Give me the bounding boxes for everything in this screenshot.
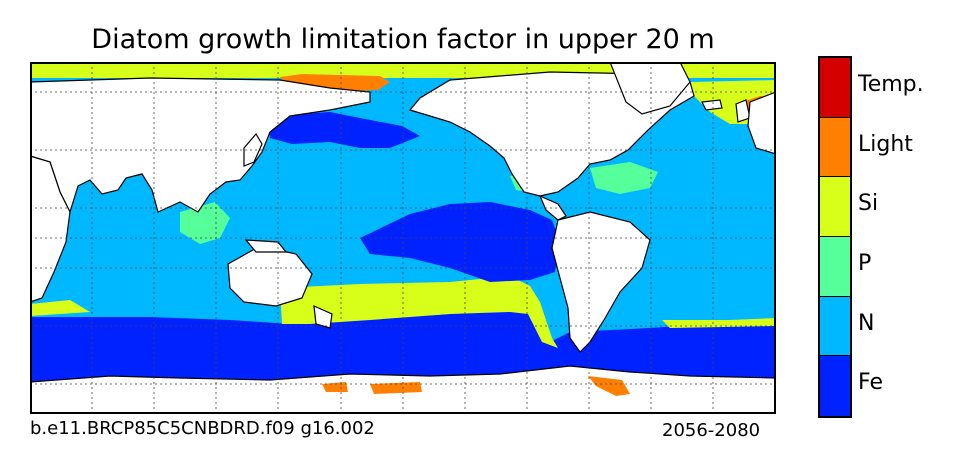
colorbar-segment-n <box>820 296 850 357</box>
colorbar-label-n: N <box>858 310 875 336</box>
south-america <box>551 211 651 353</box>
caribbean-p-patch <box>590 162 658 194</box>
south-si-band <box>280 276 558 348</box>
new-zealand <box>313 305 333 329</box>
indonesia-p-patch <box>180 202 230 244</box>
north-america <box>408 71 695 197</box>
south-indian-si <box>30 300 90 316</box>
colorbar-label-p: P <box>858 250 872 276</box>
new-guinea <box>244 239 288 253</box>
antarctic-light-3 <box>588 376 630 396</box>
europe-east <box>747 91 776 155</box>
colorbar-segment-light <box>820 117 850 178</box>
colorbar-segment-fe <box>820 356 850 416</box>
graticule <box>30 62 776 414</box>
colorbar-label-light: Light <box>858 131 913 157</box>
antarctic-light-1 <box>322 382 348 392</box>
period-label: 2056-2080 <box>662 420 761 441</box>
limitation-map <box>30 62 776 414</box>
equatorial-pacific-fe <box>360 202 560 282</box>
run-id-label: b.e11.BRCP85C5CNBDRD.f09 g16.002 <box>30 418 375 439</box>
greenland <box>609 62 691 115</box>
colorbar <box>818 56 852 418</box>
colorbar-label-si: Si <box>858 191 879 217</box>
antarctic-light-2 <box>370 382 422 394</box>
colorbar-segment-p <box>820 237 850 297</box>
south-atlantic-si <box>662 318 776 328</box>
japan <box>243 132 263 167</box>
map-title: Diatom growth limitation factor in upper… <box>91 24 715 55</box>
colorbar-segment-temp <box>820 58 850 118</box>
north-pacific-fe <box>268 112 420 148</box>
iceland <box>701 99 723 111</box>
map-frame <box>30 62 776 414</box>
colorbar-label-temp: Temp. <box>858 71 924 97</box>
africa <box>30 155 71 303</box>
colorbar-label-fe: Fe <box>858 370 883 396</box>
eurasia <box>30 77 371 214</box>
colorbar-segment-si <box>820 177 850 237</box>
